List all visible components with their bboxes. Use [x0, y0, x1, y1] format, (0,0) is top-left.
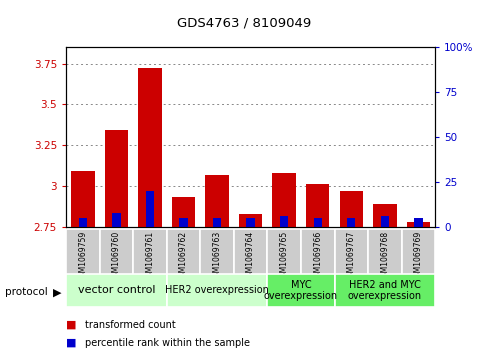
Text: MYC
overexpression: MYC overexpression: [264, 280, 337, 301]
Bar: [71, 171, 94, 227]
Text: protocol: protocol: [5, 287, 47, 297]
Bar: [112, 212, 121, 227]
Bar: [305, 184, 329, 227]
Bar: [200, 229, 233, 274]
Text: GSM1069765: GSM1069765: [279, 231, 288, 282]
Text: GSM1069759: GSM1069759: [78, 231, 87, 282]
Bar: [238, 214, 262, 227]
Bar: [380, 216, 388, 227]
Bar: [300, 229, 334, 274]
Text: vector control: vector control: [78, 285, 155, 295]
Bar: [267, 229, 300, 274]
Bar: [212, 218, 221, 227]
Bar: [133, 229, 166, 274]
Text: ▶: ▶: [53, 287, 62, 297]
Text: GDS4763 / 8109049: GDS4763 / 8109049: [177, 16, 311, 29]
Bar: [171, 197, 195, 227]
Text: GSM1069768: GSM1069768: [380, 231, 388, 282]
Text: GSM1069761: GSM1069761: [145, 231, 154, 282]
Bar: [334, 274, 434, 307]
Bar: [104, 131, 128, 227]
Bar: [166, 274, 267, 307]
Bar: [205, 175, 228, 227]
Bar: [346, 218, 355, 227]
Bar: [334, 229, 367, 274]
Bar: [246, 218, 254, 227]
Bar: [372, 204, 396, 227]
Bar: [406, 222, 429, 227]
Bar: [233, 229, 267, 274]
Text: GSM1069760: GSM1069760: [112, 231, 121, 282]
Bar: [313, 218, 321, 227]
Bar: [339, 191, 362, 227]
Text: GSM1069762: GSM1069762: [179, 231, 187, 282]
Text: GSM1069764: GSM1069764: [245, 231, 255, 282]
Text: GSM1069767: GSM1069767: [346, 231, 355, 282]
Bar: [79, 218, 87, 227]
Text: GSM1069766: GSM1069766: [313, 231, 322, 282]
Bar: [66, 229, 100, 274]
Bar: [272, 173, 295, 227]
Text: HER2 and MYC
overexpression: HER2 and MYC overexpression: [347, 280, 421, 301]
Bar: [413, 218, 422, 227]
Bar: [145, 191, 154, 227]
Bar: [280, 216, 288, 227]
Bar: [100, 229, 133, 274]
Text: GSM1069763: GSM1069763: [212, 231, 221, 282]
Bar: [166, 229, 200, 274]
Bar: [179, 218, 187, 227]
Bar: [66, 274, 166, 307]
Text: transformed count: transformed count: [84, 320, 175, 330]
Text: HER2 overexpression: HER2 overexpression: [165, 285, 268, 295]
Text: ■: ■: [66, 338, 76, 348]
Bar: [401, 229, 434, 274]
Text: ■: ■: [66, 320, 76, 330]
Text: GSM1069769: GSM1069769: [413, 231, 422, 282]
Bar: [267, 274, 334, 307]
Bar: [138, 68, 162, 227]
Bar: [367, 229, 401, 274]
Text: percentile rank within the sample: percentile rank within the sample: [84, 338, 249, 348]
